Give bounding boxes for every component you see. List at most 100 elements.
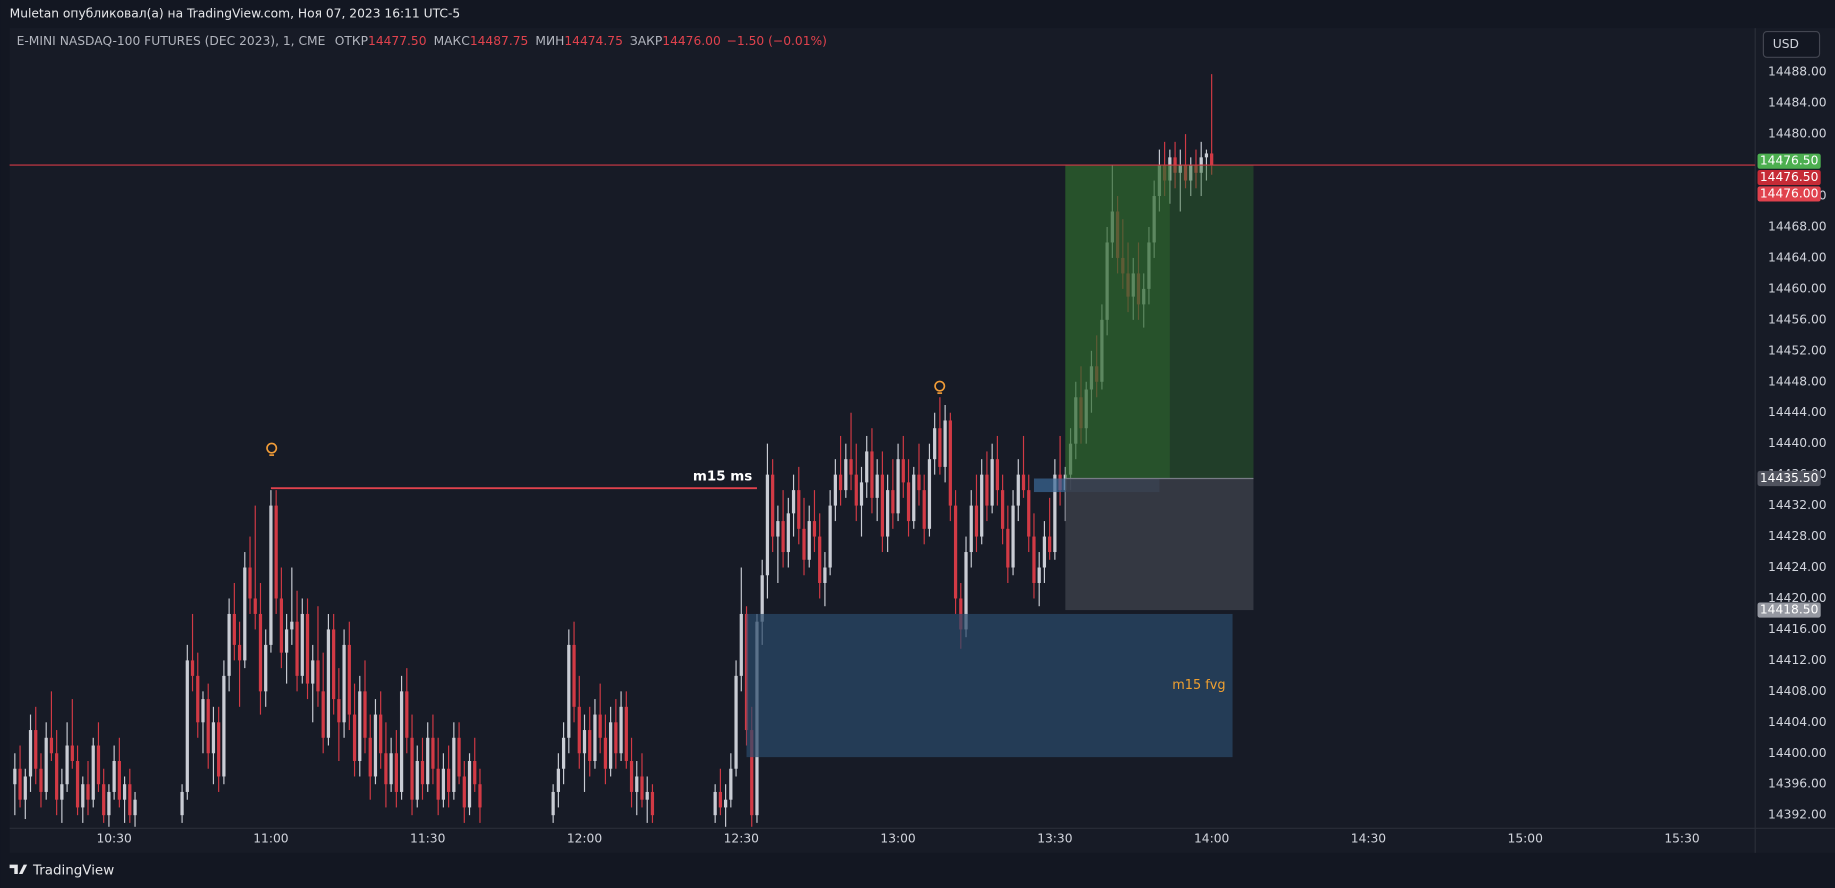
candle-body <box>582 730 587 754</box>
legend-value: 14474.75 <box>564 33 623 47</box>
y-tick-label: 14432.00 <box>1768 498 1827 512</box>
candle-body <box>295 621 299 676</box>
candle-body <box>1189 165 1193 181</box>
candle-body <box>1110 211 1114 243</box>
candle-body <box>363 691 367 738</box>
candle-body <box>274 505 278 599</box>
candle-body <box>786 513 790 553</box>
candle-body <box>122 784 127 800</box>
x-tick-label: 14:30 <box>1351 831 1386 845</box>
candle-body <box>373 714 378 777</box>
y-tick-label: 14396.00 <box>1768 777 1827 791</box>
idea-icon <box>934 380 946 394</box>
candle-body <box>729 768 733 800</box>
symbol-name: E-MINI NASDAQ-100 FUTURES (DEC 2023), 1,… <box>17 33 326 47</box>
candles <box>13 74 1214 827</box>
candle-body <box>802 528 806 560</box>
candle-body <box>870 451 874 498</box>
candle-body <box>389 753 393 785</box>
legend-value: 14476.00 <box>662 33 721 47</box>
legend-key: МИН <box>535 33 564 47</box>
candle-body <box>1000 490 1005 529</box>
candle-body <box>1147 242 1151 289</box>
candle-body <box>927 459 932 529</box>
candle-body <box>44 737 48 792</box>
candle-body <box>478 784 482 808</box>
y-tick-label: 14408.00 <box>1768 684 1827 698</box>
candle-body <box>237 644 242 661</box>
currency-button[interactable] <box>1762 31 1821 58</box>
candle-body <box>55 753 59 800</box>
candle-body <box>290 621 294 630</box>
candle-body <box>311 660 315 684</box>
candle-body <box>854 474 858 506</box>
candle-body <box>938 428 942 467</box>
candle-body <box>974 505 979 537</box>
price-label-box <box>1757 169 1821 186</box>
candle-body <box>1126 273 1130 297</box>
candle-body <box>556 768 560 792</box>
candle-body <box>1037 567 1041 583</box>
candle-body <box>384 753 388 785</box>
candle-body <box>760 575 764 622</box>
candle-body <box>943 420 947 467</box>
candle-body <box>457 737 461 777</box>
candle-body <box>1136 273 1141 305</box>
position-filled <box>1065 165 1170 479</box>
candle-body <box>467 760 472 808</box>
legend-key: ОТКР <box>335 33 368 47</box>
candle-body <box>227 613 231 676</box>
x-tick-label: 10:30 <box>96 831 131 845</box>
candle-body <box>269 505 273 645</box>
level-label: m15 ms <box>693 469 752 484</box>
candle-body <box>614 722 618 754</box>
y-tick-label: 14468.00 <box>1768 219 1827 233</box>
candle-body <box>436 768 440 800</box>
candle-body <box>1089 366 1094 390</box>
candle-body <box>1121 257 1125 274</box>
y-tick-label: 14484.00 <box>1768 96 1827 110</box>
candle-body <box>201 699 205 723</box>
y-tick-label: 14392.00 <box>1768 808 1827 822</box>
candle-body <box>316 660 320 692</box>
candle-body <box>969 505 973 553</box>
candle-body <box>190 660 195 676</box>
candle-body <box>49 737 54 754</box>
candle-body <box>640 776 644 800</box>
candle-body <box>379 714 383 754</box>
currency-label[interactable]: USD <box>1773 37 1799 51</box>
idea-icon <box>266 442 278 456</box>
candle-body <box>196 675 200 723</box>
candle-body <box>598 714 602 738</box>
candle-body <box>305 613 310 684</box>
candle-body <box>222 675 226 777</box>
candle-body <box>358 691 362 761</box>
candle-body <box>13 768 17 785</box>
candle-body <box>326 629 331 738</box>
candle-body <box>635 776 639 792</box>
candle-body <box>128 784 132 816</box>
candle-body <box>342 644 346 723</box>
candle-body <box>791 490 796 514</box>
candle-body <box>922 490 926 529</box>
x-tick-label: 11:30 <box>410 831 445 845</box>
candle-body <box>812 521 817 537</box>
legend-change: −1.50 (−0.01%) <box>727 33 827 47</box>
candle-body <box>593 714 597 761</box>
candle-body <box>859 482 864 506</box>
price-label: 14476.00 <box>1760 186 1819 200</box>
candle-body <box>561 737 566 769</box>
candle-body <box>446 768 451 792</box>
candle-body <box>1115 211 1120 258</box>
candle-body <box>284 629 289 653</box>
candle-body <box>1011 505 1015 568</box>
candle-body <box>1131 273 1135 297</box>
y-tick-label: 14416.00 <box>1768 622 1827 636</box>
candle-body <box>264 644 268 692</box>
candle-body <box>253 598 257 614</box>
candle-body <box>1021 474 1026 491</box>
candle-body <box>1006 528 1010 568</box>
y-tick-label: 14440.00 <box>1768 436 1827 450</box>
candle-body <box>781 521 785 553</box>
candle-body <box>81 784 85 808</box>
